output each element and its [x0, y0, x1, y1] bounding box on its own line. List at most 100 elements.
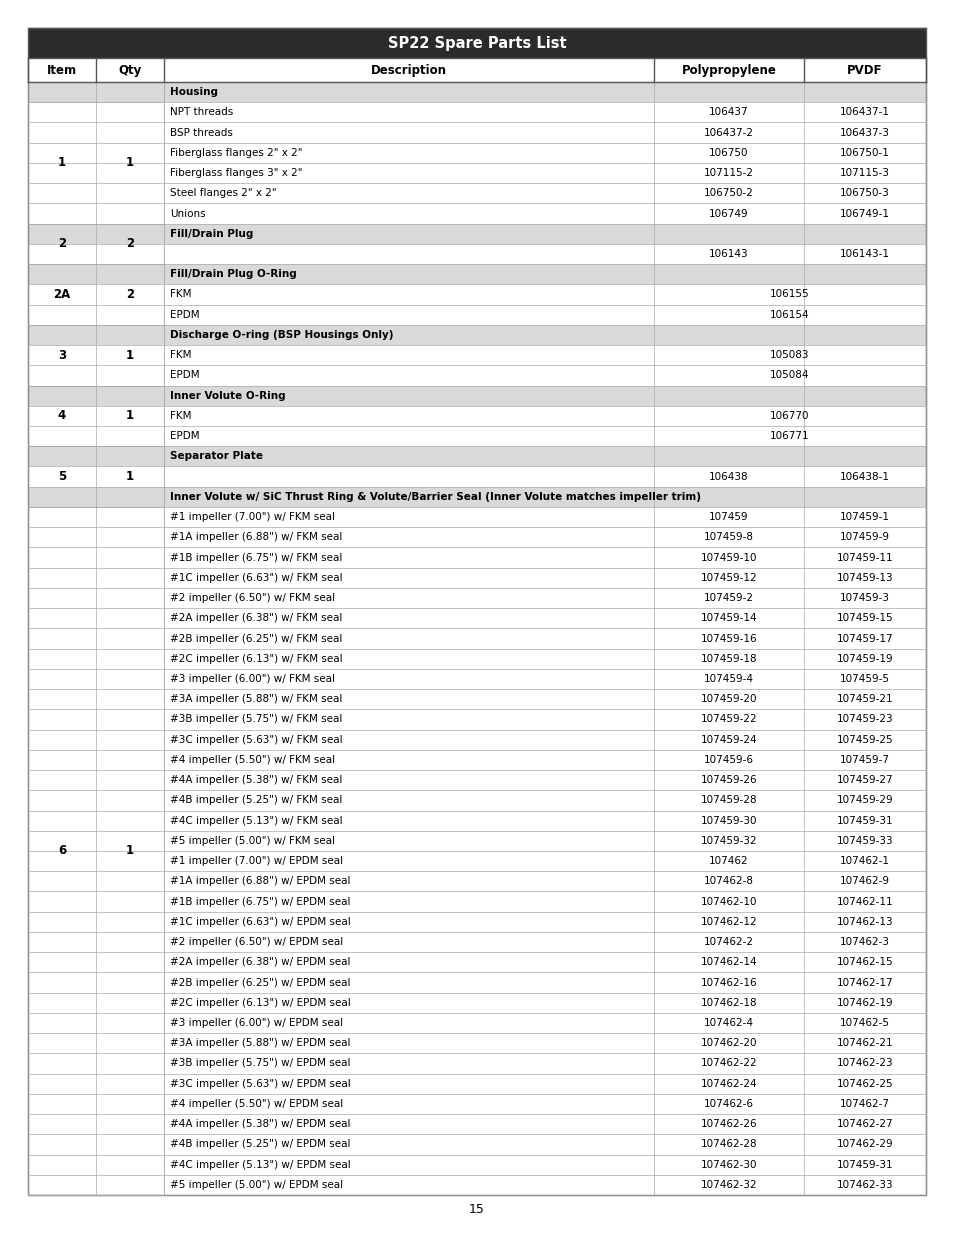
Text: 107459-24: 107459-24 [700, 735, 757, 745]
Bar [28, 588, 925, 608]
Text: 1: 1 [126, 409, 134, 422]
Text: 107462-10: 107462-10 [700, 897, 757, 906]
Text: 106770: 106770 [769, 411, 809, 421]
Text: #3C impeller (5.63") w/ FKM seal: #3C impeller (5.63") w/ FKM seal [170, 735, 342, 745]
Text: #2B impeller (6.25") w/ EPDM seal: #2B impeller (6.25") w/ EPDM seal [170, 978, 350, 988]
Bar [28, 629, 925, 648]
Text: 107459-6: 107459-6 [703, 755, 753, 764]
Bar [28, 446, 925, 467]
Text: #1 impeller (7.00") w/ FKM seal: #1 impeller (7.00") w/ FKM seal [170, 513, 335, 522]
Bar [28, 993, 925, 1013]
Text: 107459-12: 107459-12 [700, 573, 757, 583]
Bar [28, 506, 925, 527]
Text: 106438: 106438 [708, 472, 748, 482]
Text: 107459-8: 107459-8 [703, 532, 753, 542]
Text: 107462-7: 107462-7 [840, 1099, 889, 1109]
Text: Item: Item [47, 63, 77, 77]
Text: #4C impeller (5.13") w/ FKM seal: #4C impeller (5.13") w/ FKM seal [170, 815, 342, 826]
Text: 107462-22: 107462-22 [700, 1058, 757, 1068]
Bar [28, 608, 925, 629]
Text: 107462-26: 107462-26 [700, 1119, 757, 1129]
Bar [28, 204, 925, 224]
Text: 107459-32: 107459-32 [700, 836, 757, 846]
Text: #5 impeller (5.00") w/ FKM seal: #5 impeller (5.00") w/ FKM seal [170, 836, 335, 846]
Text: 107459-22: 107459-22 [700, 714, 757, 725]
Text: 107462-23: 107462-23 [836, 1058, 892, 1068]
Text: 1: 1 [126, 845, 134, 857]
Text: #4 impeller (5.50") w/ FKM seal: #4 impeller (5.50") w/ FKM seal [170, 755, 335, 764]
Text: 106750-2: 106750-2 [703, 188, 753, 199]
Text: EPDM: EPDM [170, 431, 199, 441]
Text: SP22 Spare Parts List: SP22 Spare Parts List [387, 36, 566, 51]
Text: 106750-1: 106750-1 [840, 148, 889, 158]
Text: 105084: 105084 [769, 370, 809, 380]
Text: 107459-30: 107459-30 [700, 815, 757, 826]
Bar [28, 568, 925, 588]
Text: 106750-3: 106750-3 [840, 188, 889, 199]
Text: 107459-2: 107459-2 [703, 593, 753, 603]
Text: 1: 1 [126, 471, 134, 483]
Text: 107459-17: 107459-17 [836, 634, 892, 643]
Text: #2 impeller (6.50") w/ FKM seal: #2 impeller (6.50") w/ FKM seal [170, 593, 335, 603]
Text: 107459-1: 107459-1 [840, 513, 889, 522]
Text: 107459-33: 107459-33 [836, 836, 892, 846]
Text: 107459-26: 107459-26 [700, 776, 757, 785]
Text: #1A impeller (6.88") w/ FKM seal: #1A impeller (6.88") w/ FKM seal [170, 532, 342, 542]
Bar [28, 527, 925, 547]
Bar [28, 58, 925, 82]
Text: 107459-21: 107459-21 [836, 694, 892, 704]
Bar [28, 264, 925, 284]
Bar [28, 911, 925, 932]
Text: 107459-5: 107459-5 [840, 674, 889, 684]
Text: 107459-16: 107459-16 [700, 634, 757, 643]
Text: PVDF: PVDF [846, 63, 882, 77]
Text: 107115-2: 107115-2 [703, 168, 753, 178]
Bar [28, 750, 925, 771]
Text: 2: 2 [126, 288, 134, 301]
Text: #1B impeller (6.75") w/ FKM seal: #1B impeller (6.75") w/ FKM seal [170, 552, 342, 563]
Text: 107462-9: 107462-9 [840, 877, 889, 887]
Text: 1: 1 [126, 157, 134, 169]
Text: 1: 1 [58, 157, 66, 169]
Text: 107462-4: 107462-4 [703, 1018, 753, 1028]
Text: 105083: 105083 [769, 351, 809, 361]
Text: 2: 2 [58, 237, 66, 251]
Text: 107462-19: 107462-19 [836, 998, 892, 1008]
Text: 107462-2: 107462-2 [703, 937, 753, 947]
Text: 107462-30: 107462-30 [700, 1160, 757, 1170]
Text: BSP threads: BSP threads [170, 127, 233, 137]
Text: #3C impeller (5.63") w/ EPDM seal: #3C impeller (5.63") w/ EPDM seal [170, 1078, 351, 1089]
Text: 107459-3: 107459-3 [840, 593, 889, 603]
Text: Fill/Drain Plug O-Ring: Fill/Drain Plug O-Ring [170, 269, 296, 279]
Bar [28, 1013, 925, 1034]
Bar [28, 709, 925, 730]
Bar [28, 851, 925, 871]
Bar [28, 1034, 925, 1053]
Text: 2A: 2A [53, 288, 71, 301]
Bar [28, 487, 925, 506]
Bar [28, 426, 925, 446]
Text: 107459-7: 107459-7 [840, 755, 889, 764]
Text: 3: 3 [58, 348, 66, 362]
Text: 4: 4 [58, 409, 66, 422]
Text: 106437-1: 106437-1 [840, 107, 889, 117]
Bar [28, 284, 925, 305]
Text: 106438-1: 106438-1 [840, 472, 889, 482]
Bar [28, 669, 925, 689]
Text: 107459-11: 107459-11 [836, 552, 892, 563]
Text: 107459-19: 107459-19 [836, 653, 892, 663]
Bar [28, 1174, 925, 1195]
Bar [28, 892, 925, 911]
Text: #2C impeller (6.13") w/ FKM seal: #2C impeller (6.13") w/ FKM seal [170, 653, 342, 663]
Text: #2C impeller (6.13") w/ EPDM seal: #2C impeller (6.13") w/ EPDM seal [170, 998, 351, 1008]
Text: Fill/Drain Plug: Fill/Drain Plug [170, 228, 253, 238]
Text: 107459-9: 107459-9 [840, 532, 889, 542]
Text: 107459-23: 107459-23 [836, 714, 892, 725]
Text: 107462-13: 107462-13 [836, 916, 892, 926]
Text: #4B impeller (5.25") w/ EPDM seal: #4B impeller (5.25") w/ EPDM seal [170, 1140, 350, 1150]
Text: Discharge O-ring (BSP Housings Only): Discharge O-ring (BSP Housings Only) [170, 330, 393, 340]
Text: #1 impeller (7.00") w/ EPDM seal: #1 impeller (7.00") w/ EPDM seal [170, 856, 343, 866]
Bar [28, 103, 925, 122]
Text: 107459-25: 107459-25 [836, 735, 892, 745]
Text: 107459-31: 107459-31 [836, 815, 892, 826]
